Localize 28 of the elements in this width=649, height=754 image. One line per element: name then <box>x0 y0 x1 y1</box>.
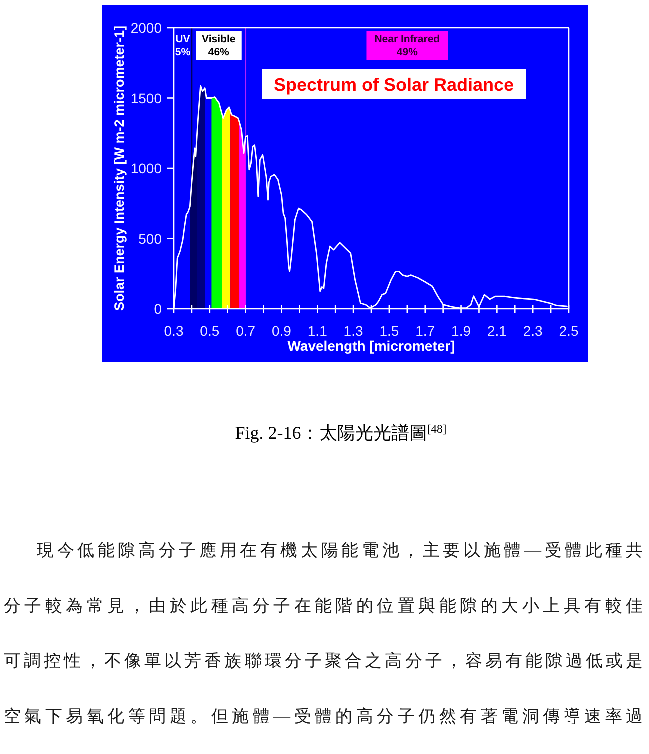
annotation: Visible 46% <box>202 34 236 58</box>
text: 可調控性，不像單以芳香族聯環分子聚合之高分子，容易有能隙過低或是 <box>4 652 643 671</box>
x-axis-title: Wavelength [micrometer] <box>288 338 456 354</box>
y-tick-label: 0 <box>154 301 162 317</box>
x-tick-label: 2.1 <box>487 323 508 339</box>
text: 分子較為常見，由於此種高分子在能階的位置與能隙的大小上具有較佳 <box>4 596 643 616</box>
y-tick-label: 2000 <box>130 20 162 36</box>
x-tick-label: 0.9 <box>272 323 292 339</box>
x-tick-label: 1.9 <box>452 323 472 339</box>
x-tick-label: 1.5 <box>380 323 400 339</box>
annotation: Near Infrared 49% <box>374 34 440 58</box>
x-tick-label: 1.3 <box>344 323 364 339</box>
y-axis-title: Solar Energy Intensity [W m-2 micrometer-1] <box>112 26 127 312</box>
y-tick-label: 500 <box>138 230 162 247</box>
caption: Fig. 2-16：太陽光光譜圖$^{[48]}$ <box>235 422 447 443</box>
text: Spectrum of Solar Radiance <box>274 75 514 95</box>
x-tick-label: 0.3 <box>164 323 184 339</box>
text: 空氣下易氧化等問題。但施體—受體的高分子仍然有著電洞傳導速率過 <box>4 706 643 726</box>
y-tick-label: 1500 <box>130 90 162 106</box>
x-tick-label: 1.7 <box>416 323 436 339</box>
x-tick-label: 1.1 <box>308 323 328 339</box>
text: 現今低能隙高分子應用在有機太陽能電池，主要以施體—受體此種共 <box>37 541 643 560</box>
x-tick-label: 0.5 <box>200 323 220 339</box>
x-tick-label: 0.7 <box>236 323 256 339</box>
y-tick-label: 1000 <box>130 160 162 176</box>
annotation: UV 5% <box>175 34 192 58</box>
x-tick-label: 2.3 <box>523 323 544 339</box>
x-tick-label: 2.5 <box>559 323 579 339</box>
